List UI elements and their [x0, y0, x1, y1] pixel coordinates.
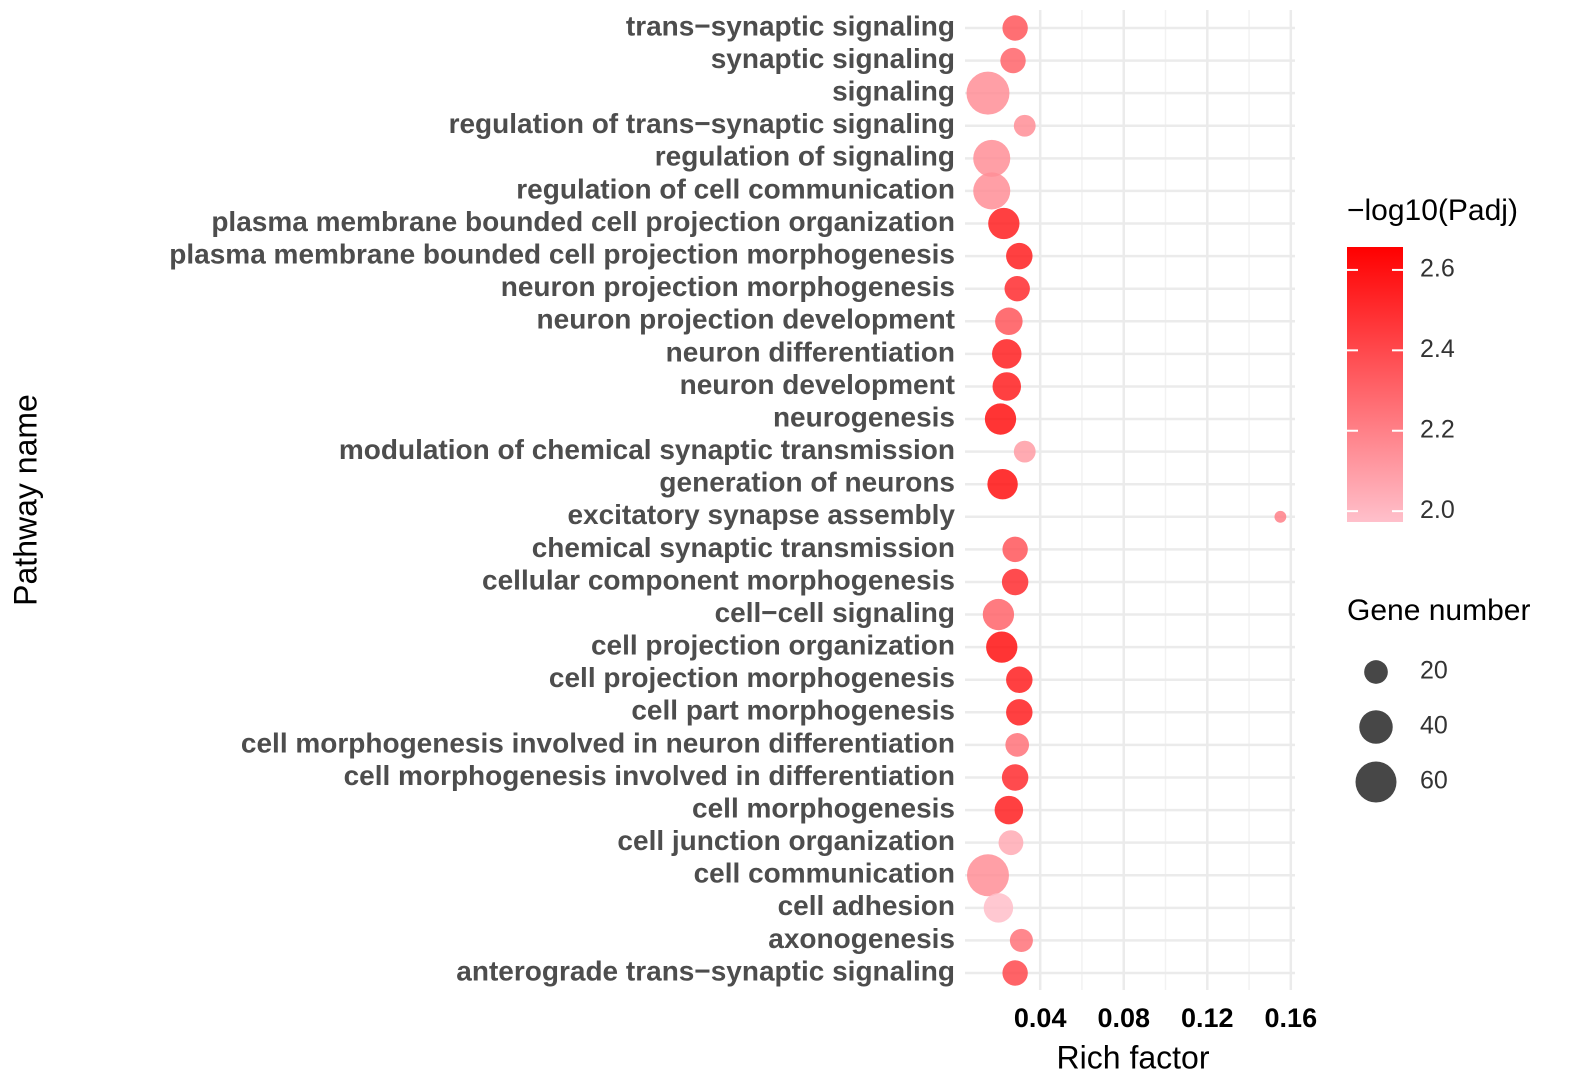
size-legend-label: 40: [1420, 712, 1448, 740]
y-tick-label: cell part morphogenesis: [631, 695, 955, 726]
y-tick-label: cellular component morphogenesis: [482, 564, 955, 595]
y-tick-label: excitatory synapse assembly: [567, 499, 955, 530]
y-tick-label: cell adhesion: [778, 890, 955, 921]
y-tick-label: regulation of signaling: [655, 141, 955, 172]
bubble: [966, 854, 1009, 897]
bubble: [1004, 275, 1030, 302]
y-tick-label: cell morphogenesis involved in neuron di…: [241, 727, 955, 758]
bubble: [1006, 666, 1033, 693]
bubble: [992, 339, 1022, 369]
bubble: [982, 598, 1015, 631]
y-tick-label: neuron differentiation: [666, 336, 955, 367]
bubble: [1013, 114, 1036, 137]
y-tick-label: neuron projection development: [537, 304, 955, 335]
y-axis-label: Pathway name: [7, 394, 43, 606]
bubble: [1006, 242, 1033, 270]
y-tick-label: cell projection organization: [591, 630, 955, 661]
bubble: [1006, 699, 1033, 726]
y-tick-label: cell morphogenesis: [692, 792, 955, 823]
size-legend-key: [1359, 710, 1393, 744]
bubble: [987, 469, 1018, 500]
bubble: [984, 403, 1017, 435]
bubble: [983, 893, 1014, 923]
y-tick-label: synaptic signaling: [711, 43, 955, 74]
y-tick-label: cell communication: [694, 858, 955, 889]
color-legend-title: −log10(Padj): [1347, 194, 1518, 227]
y-tick-label: anterograde trans−synaptic signaling: [456, 955, 955, 986]
bubble: [1005, 733, 1030, 757]
bubble: [992, 372, 1022, 401]
bubble: [1001, 568, 1029, 596]
size-legend-key: [1364, 660, 1388, 684]
x-axis-label: Rich factor: [1057, 1039, 1210, 1075]
bubble: [1001, 764, 1029, 791]
y-tick-label: signaling: [832, 76, 955, 107]
y-tick-label: plasma membrane bounded cell projection …: [211, 206, 955, 237]
y-tick-label: cell projection morphogenesis: [549, 662, 955, 693]
x-tick-label: 0.12: [1181, 1003, 1234, 1033]
color-legend-label: 2.4: [1420, 335, 1455, 363]
y-tick-label: neuron projection morphogenesis: [501, 271, 955, 302]
size-legend-title: Gene number: [1347, 594, 1530, 627]
y-tick-label: cell junction organization: [617, 825, 955, 856]
y-tick-label: neuron development: [680, 369, 955, 400]
bubble: [1274, 510, 1287, 523]
panel: [965, 10, 1295, 990]
y-tick-label: neurogenesis: [773, 401, 955, 432]
y-tick-label: plasma membrane bounded cell projection …: [169, 238, 955, 269]
bubble: [973, 139, 1011, 177]
y-tick-label: cell morphogenesis involved in different…: [344, 760, 955, 791]
color-legend-label: 2.0: [1420, 496, 1455, 524]
bubble: [966, 71, 1010, 115]
bubble: [1000, 47, 1026, 74]
x-tick-label: 0.16: [1265, 1003, 1318, 1033]
bubble: [995, 307, 1023, 336]
y-tick-label: chemical synaptic transmission: [532, 532, 955, 563]
color-legend-label: 2.6: [1420, 255, 1455, 283]
colorbar: [1347, 247, 1403, 522]
size-legend-label: 60: [1420, 767, 1448, 795]
bubble: [986, 631, 1018, 663]
y-tick-label: trans−synaptic signaling: [626, 10, 955, 41]
size-legend-key: [1355, 761, 1397, 803]
bubble: [1002, 536, 1028, 563]
bubble: [994, 795, 1024, 825]
y-tick-label: regulation of trans−synaptic signaling: [449, 108, 955, 139]
y-tick-label: axonogenesis: [768, 923, 955, 954]
y-tick-label: modulation of chemical synaptic transmis…: [339, 434, 955, 465]
bubble: [973, 172, 1011, 210]
bubble: [1002, 15, 1028, 41]
size-legend-label: 20: [1420, 657, 1448, 685]
bubble: [998, 830, 1024, 856]
x-tick-label: 0.08: [1097, 1003, 1150, 1033]
bubble: [988, 207, 1020, 240]
color-legend-label: 2.2: [1420, 415, 1455, 443]
y-tick-label: regulation of cell communication: [516, 173, 955, 204]
x-tick-label: 0.04: [1014, 1003, 1067, 1033]
y-tick-label: generation of neurons: [659, 467, 955, 498]
bubble: [1009, 928, 1033, 952]
bubble: [1013, 440, 1036, 463]
y-tick-label: cell−cell signaling: [715, 597, 955, 628]
bubble: [1002, 960, 1028, 986]
